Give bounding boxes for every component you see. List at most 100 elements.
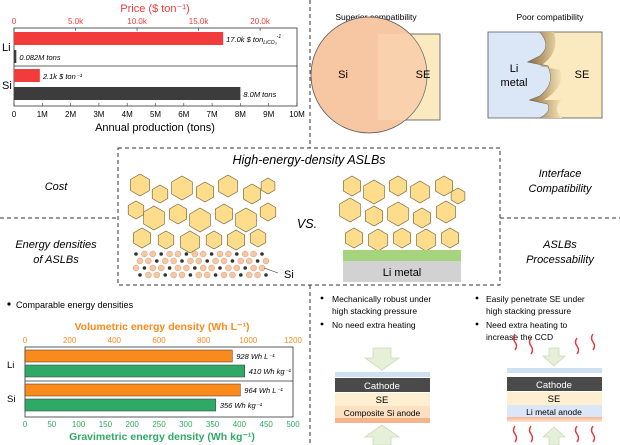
- composite-dot: [132, 264, 140, 272]
- poor-compatibility-panel: Poor compatibility Li metal SE: [487, 12, 603, 119]
- composite-dot: [187, 257, 194, 265]
- composite-dot: [141, 250, 148, 258]
- top-plate: [507, 368, 602, 373]
- cathode-particle: [339, 197, 361, 223]
- composite-dot: [163, 273, 167, 277]
- energy-density-chart: Comparable energy densities Volumetric e…: [7, 300, 302, 443]
- category-label-li: Li: [2, 42, 11, 54]
- gravimetric-tick-label: 300: [179, 420, 193, 429]
- composite-dot: [237, 257, 245, 265]
- production-tick-label: 6M: [178, 110, 189, 119]
- si-anode-label: Composite Si anode: [344, 408, 421, 418]
- gravimetric-tick-label: 100: [72, 420, 86, 429]
- cathode-particle: [412, 207, 432, 229]
- production-tick-label: 4M: [122, 110, 133, 119]
- volumetric-tick-label: 1200: [284, 336, 302, 345]
- composite-dot: [138, 273, 142, 277]
- bar-si-gravimetric: [24, 398, 217, 412]
- se-label-poor: SE: [575, 69, 590, 81]
- composite-dot: [170, 271, 177, 279]
- gravimetric-tick-label: 250: [152, 420, 166, 429]
- li-anode-label: Li metal anode: [526, 407, 582, 417]
- li-metal-foil: [343, 261, 461, 282]
- top-plate: [335, 372, 430, 377]
- cathode-particle: [127, 200, 145, 220]
- production-tick-label: 9M: [263, 110, 274, 119]
- composite-dot: [254, 271, 261, 279]
- volumetric-tick-label: 1000: [239, 336, 257, 345]
- composite-dot: [212, 257, 219, 265]
- bullet-dot: [7, 302, 11, 306]
- composite-dot: [203, 271, 211, 279]
- composite-dot: [149, 264, 157, 272]
- cathode-particle: [205, 230, 223, 250]
- composite-dot: [199, 250, 207, 258]
- li-metal-label-line1: Li: [510, 63, 519, 75]
- energy-category-si: Si: [7, 394, 15, 405]
- gravimetric-tick-label: 150: [99, 420, 113, 429]
- composite-dot: [136, 257, 144, 265]
- gravimetric-tick-label: 350: [206, 420, 220, 429]
- li-metal-block: [487, 31, 552, 119]
- cathode-particle: [235, 207, 257, 233]
- li-note-2-line1: Need extra heating to: [486, 320, 568, 330]
- gravimetric-tick-label: 400: [233, 420, 247, 429]
- composite-dot: [134, 252, 138, 256]
- composite-dot: [142, 266, 147, 270]
- si-electrode-particles: [127, 173, 277, 254]
- production-tick-label: 3M: [93, 110, 104, 119]
- superior-compatibility-panel: Superior compatibility Si SE: [310, 12, 441, 134]
- cathode-particle: [342, 175, 362, 197]
- si-anode-layer: [335, 406, 430, 418]
- composite-dot: [239, 273, 243, 277]
- composite-dot: [170, 257, 177, 265]
- cathode-label: Cathode: [536, 380, 572, 391]
- composite-dot: [167, 266, 172, 270]
- label-energy-line2: of ASLBs: [33, 254, 79, 266]
- composite-dot: [255, 259, 260, 263]
- cathode-label: Cathode: [364, 381, 400, 392]
- bullet-dot: [320, 296, 324, 300]
- composite-dot: [159, 252, 163, 256]
- li-note-1-line1: Easily penetrate SE under: [486, 294, 585, 304]
- production-tick-label: 0: [12, 110, 17, 119]
- price-tick-label: 5.0k: [68, 17, 84, 26]
- gravimetric-tick-label: 200: [126, 420, 140, 429]
- price-axis-ticks: 0 5.0k 10.0k 15.0k 20.0k: [12, 17, 271, 31]
- price-tick-label: 10.0k: [127, 17, 148, 26]
- composite-dot: [205, 259, 209, 263]
- production-tick-label: 1M: [37, 110, 48, 119]
- cathode-particle: [440, 227, 460, 249]
- cathode-particle: [434, 175, 454, 197]
- composite-dot: [191, 250, 199, 258]
- bar-value-label: 410 Wh kg⁻¹: [249, 367, 292, 376]
- li-cell-stack: Cathode SE Li metal anode: [507, 333, 602, 445]
- cathode-particle: [133, 227, 151, 249]
- cathode-particle: [196, 181, 214, 203]
- production-tick-label: 8M: [235, 110, 246, 119]
- li-note-1-line2: high stacking pressure: [486, 306, 571, 316]
- versus-label: VS.: [297, 217, 317, 231]
- poor-compatibility-title: Poor compatibility: [516, 12, 584, 22]
- composite-dot: [208, 264, 215, 272]
- composite-dot: [243, 266, 247, 270]
- li-electrode-illustration: Li metal: [339, 175, 466, 282]
- price-tick-label: 0: [12, 17, 17, 26]
- bar-si-price: [14, 69, 40, 82]
- label-processability-line1: ASLBs: [542, 239, 577, 251]
- si-particle: [310, 16, 428, 134]
- si-note-2: No need extra heating: [332, 320, 416, 330]
- bar-si-production: [14, 87, 241, 100]
- composite-dot: [220, 257, 228, 265]
- si-cell-stack: Cathode SE Composite Si anode: [335, 347, 430, 445]
- cathode-particle: [169, 203, 187, 225]
- energy-bullet: Comparable energy densities: [16, 300, 134, 310]
- side-labels: Cost Energy densities of ASLBs Interface…: [15, 168, 595, 266]
- production-tick-label: 2M: [65, 110, 76, 119]
- price-production-chart: Price ($ ton⁻¹) 0 5.0k 10.0k 15.0k 20.0k Li …: [2, 3, 305, 134]
- composite-dot: [161, 257, 169, 265]
- bar-li-price: [14, 32, 224, 45]
- si-composite-dots: [132, 250, 270, 279]
- composite-dot: [213, 273, 218, 277]
